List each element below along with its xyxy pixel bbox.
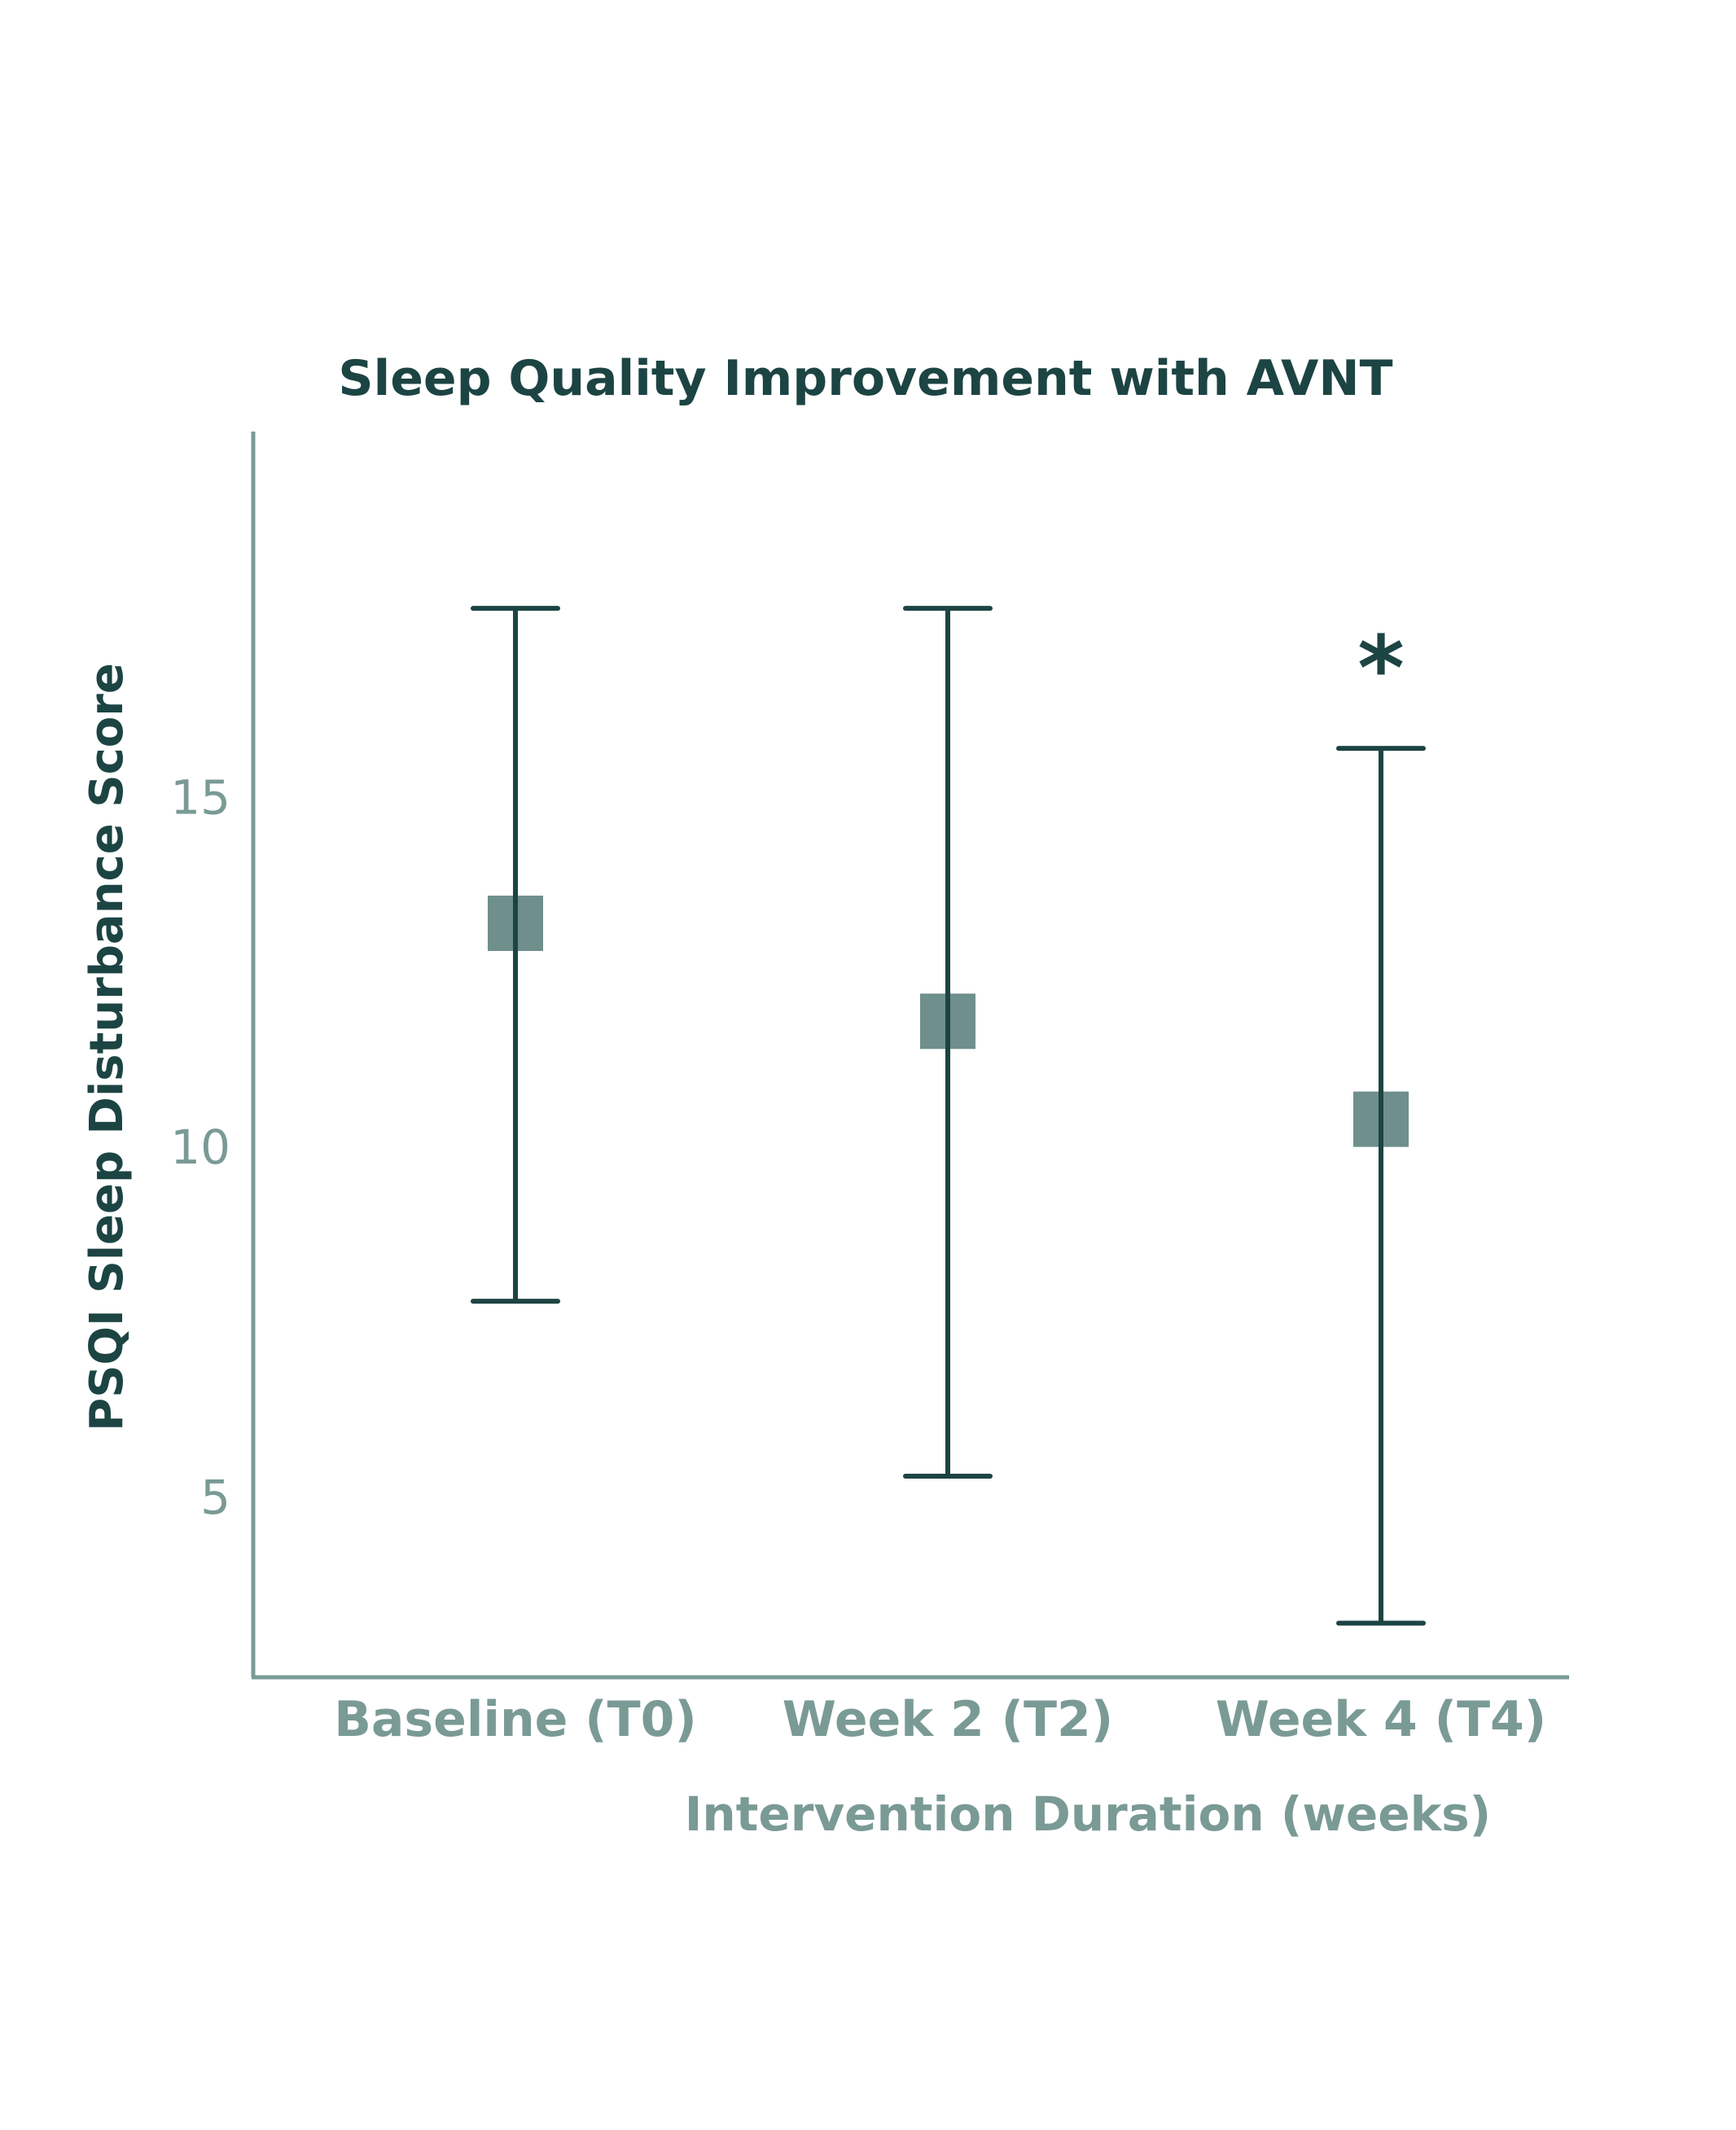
x-tick-label: Week 2 (T2) <box>783 1691 1113 1748</box>
x-axis-label: Intervention Duration (weeks) <box>685 1786 1491 1842</box>
chart-title: Sleep Quality Improvement with AVNT <box>338 350 1392 407</box>
y-tick-label: 10 <box>170 1120 230 1175</box>
x-tick-label: Week 4 (T4) <box>1216 1691 1546 1748</box>
y-tick-label: 15 <box>170 769 230 825</box>
y-tick-label: 5 <box>200 1470 230 1525</box>
significance-asterisk: * <box>1357 616 1405 721</box>
y-axis-label: PSQI Sleep Disturbance Score <box>81 663 134 1431</box>
x-tick-label: Baseline (T0) <box>334 1691 697 1748</box>
